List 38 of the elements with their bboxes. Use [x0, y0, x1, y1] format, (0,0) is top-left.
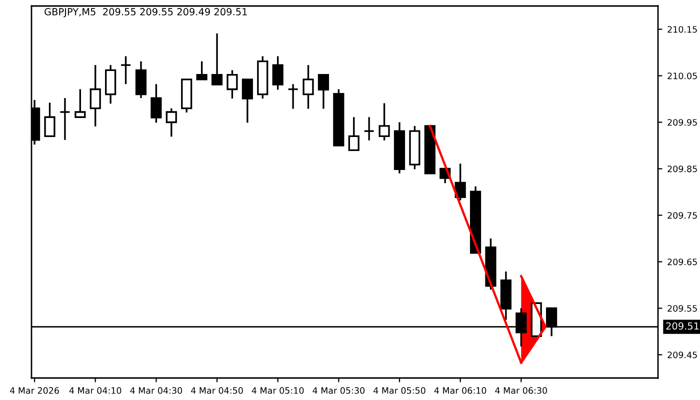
- candlestick: [242, 78, 253, 124]
- y-tick-label: 209.95: [668, 119, 697, 126]
- y-tick-label: 210.15: [668, 26, 697, 33]
- x-tick-label: 4 Mar 05:10: [252, 387, 304, 394]
- candlestick: [272, 55, 284, 91]
- x-tick-label: 4 Mar 06:10: [434, 387, 486, 394]
- x-tick-label: 4 Mar 2026: [10, 387, 59, 394]
- candlestick: [364, 116, 375, 142]
- x-tick-label: 4 Mar 04:30: [130, 387, 182, 394]
- candlestick: [90, 64, 101, 128]
- candlestick: [59, 97, 71, 141]
- candlestick: [378, 102, 390, 142]
- y-tick-label: 210.05: [668, 72, 697, 80]
- candlestick: [288, 83, 299, 110]
- x-tick-label: 4 Mar 06:30: [495, 387, 547, 394]
- chart-title: GBPJPY,M5 209.55 209.55 209.49 209.51: [44, 8, 247, 18]
- x-tick-label: 4 Mar 05:30: [312, 387, 365, 394]
- y-tick-label: 209.85: [668, 166, 697, 172]
- ref-line-label: 209.51: [666, 322, 699, 330]
- x-tick-label: 4 Mar 04:50: [191, 387, 243, 394]
- candlestick: [166, 107, 177, 138]
- candlestick: [120, 55, 132, 85]
- candlestick: [302, 64, 314, 110]
- y-tick-label: 209.75: [668, 212, 697, 219]
- x-tick-label: 4 Mar 04:10: [69, 387, 122, 394]
- candlestick: [150, 83, 162, 124]
- candlestick: [74, 88, 86, 118]
- candlestick: [211, 32, 223, 86]
- candlestick: [348, 116, 360, 151]
- x-tick-label: 4 Mar 05:50: [373, 387, 426, 394]
- y-tick-label: 209.55: [668, 305, 697, 312]
- candlestick: [196, 60, 208, 80]
- candlestick: [318, 74, 330, 110]
- candlestick: [226, 69, 238, 100]
- y-tick-label: 209.45: [668, 352, 697, 358]
- y-tick-label: 209.65: [668, 258, 697, 266]
- candlestick: [454, 162, 466, 202]
- candlestick: [44, 102, 56, 138]
